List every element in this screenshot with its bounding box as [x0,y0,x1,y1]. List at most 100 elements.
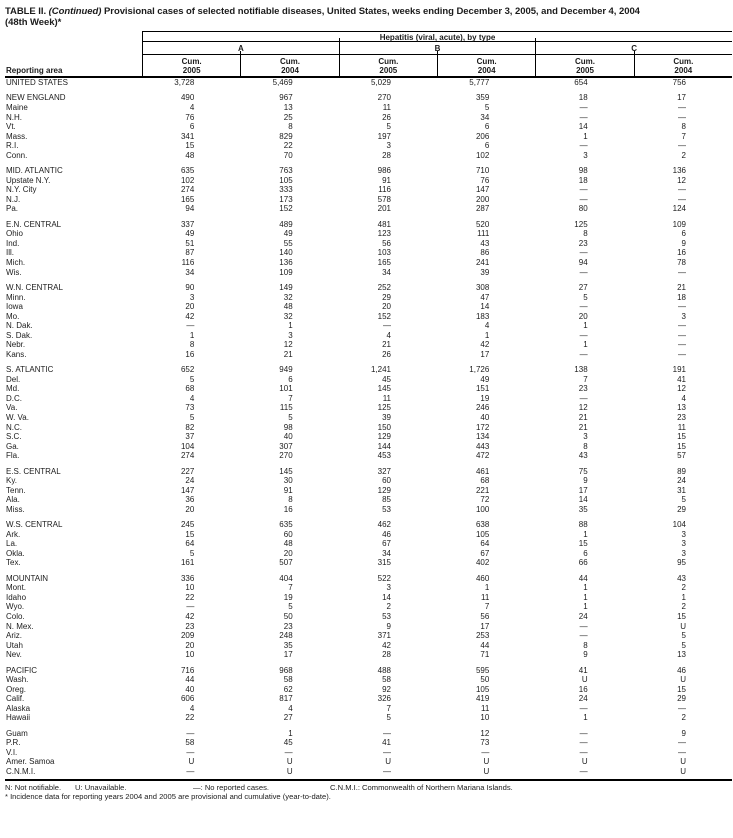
table-row: Miss. 20 16 53 100 35 29 [5,505,732,515]
value-cell: 11 [382,393,391,403]
value-cell: 336 [180,573,195,583]
value-cell: 2 [681,602,686,612]
value-cell: 520 [475,219,490,229]
value-cell: 23 [283,621,293,631]
value-cell: 5 [386,122,391,132]
reporting-area-cell: Ala. [6,495,20,505]
value-cell: 73 [185,403,195,413]
value-cell: U [188,757,195,767]
value-cell: 308 [475,282,490,292]
value-cell: U [385,757,391,767]
value-cell: 5 [189,548,195,558]
value-cell: 1 [583,131,588,141]
value-cell: — [678,141,686,151]
value-cell: 86 [480,248,490,258]
value-cell: 58 [382,675,391,685]
value-cell: U [680,767,686,776]
value-cell: 68 [480,476,490,486]
table-header: Reporting area Hepatitis (viral, acute),… [5,31,732,78]
value-cell: — [579,248,588,258]
value-cell: — [481,747,490,757]
value-cell: 462 [377,520,391,530]
value-cell: 45 [382,374,391,384]
value-cell: — [678,349,686,359]
reporting-area-cell: Ohio [6,229,23,239]
value-cell: 635 [279,520,293,530]
value-cell: 44 [480,640,490,650]
value-cell: 103 [377,248,391,258]
value-cell: 20 [185,504,195,514]
value-cell: 1 [583,713,588,723]
value-cell: 16 [677,248,686,258]
value-cell: 39 [480,267,490,277]
value-cell: 9 [681,238,686,248]
value-cell: 763 [279,166,293,176]
value-cell: 42 [382,640,391,650]
value-cell: 15 [677,612,686,622]
value-cell: 55 [283,238,293,248]
value-cell: — [678,185,686,195]
value-cell: 29 [677,694,686,704]
reporting-area-cell: V.I. [6,747,18,757]
table-row: Upstate N.Y. 102 105 91 76 18 12 [5,176,732,186]
value-cell: 104 [672,520,686,530]
value-cell: — [186,321,195,331]
value-cell: 12 [480,728,490,738]
value-cell: 48 [283,539,293,549]
value-cell: 19 [480,393,490,403]
value-cell: 1 [288,728,293,738]
value-cell: 10 [185,650,195,660]
table-row: P.R. 58 45 41 73 — — [5,738,732,748]
value-cell: 15 [185,141,195,151]
value-cell: 11 [382,102,391,112]
value-cell: 20 [283,548,293,558]
value-cell: 27 [578,282,588,292]
value-cell: 1 [484,583,490,593]
value-cell: 1 [288,321,293,331]
table-row: MOUNTAIN 336 404 522 460 44 43 [5,574,732,584]
value-cell: 94 [185,204,195,214]
value-cell: 315 [377,558,391,568]
value-cell: — [678,703,686,713]
value-cell: 23 [578,384,588,394]
table-row: MID. ATLANTIC 635 763 986 710 98 136 [5,166,732,176]
value-cell: 116 [181,257,195,267]
value-cell: 419 [475,694,490,704]
table-row: Wyo. —5 2 7 1 2 [5,602,732,612]
value-cell: 95 [677,558,686,568]
reporting-area-cell: Ga. [6,441,19,451]
value-cell: 7 [288,583,293,593]
value-cell: 4 [288,703,293,713]
reporting-area-cell: W.N. CENTRAL [6,282,63,292]
value-cell: 3,728 [174,78,195,87]
table-row: Ind. 51 55 56 43 23 9 [5,239,732,249]
value-cell: 3 [681,539,686,549]
value-cell: 7 [583,374,588,384]
value-cell: 206 [475,131,490,141]
value-cell: 152 [279,204,293,214]
table-row: Ky. 24 30 60 68 9 24 [5,476,732,486]
value-cell: 1 [189,330,195,340]
value-cell: 248 [279,631,293,641]
reporting-area-cell: Fla. [6,451,20,461]
value-cell: 14 [578,495,588,505]
value-cell: 1 [583,529,588,539]
reporting-area-cell: S.C. [6,432,22,442]
value-cell: 12 [283,340,293,350]
table-row: N. Dak. — 1 — 4 1 — [5,321,732,331]
table-row: Tex. 161 507 315 402 66 95 [5,558,732,568]
value-cell: — [284,747,293,757]
value-cell: 197 [377,131,391,141]
cum-label: Cum. [673,57,694,66]
value-cell: 221 [475,485,490,495]
value-cell: 654 [574,78,588,87]
table-row: N.J. 165 173 578 200 — — [5,195,732,205]
value-cell: 161 [180,558,195,568]
year-label: 2004 [281,66,299,76]
table-row: S. Dak. 1 3 4 1 — — [5,331,732,341]
value-cell: 23 [185,621,195,631]
value-cell: 92 [382,684,391,694]
footnotes: N: Not notifiable. U: Unavailable. —: No r… [5,781,729,802]
value-cell: 10 [185,583,195,593]
value-cell: 45 [283,738,293,748]
